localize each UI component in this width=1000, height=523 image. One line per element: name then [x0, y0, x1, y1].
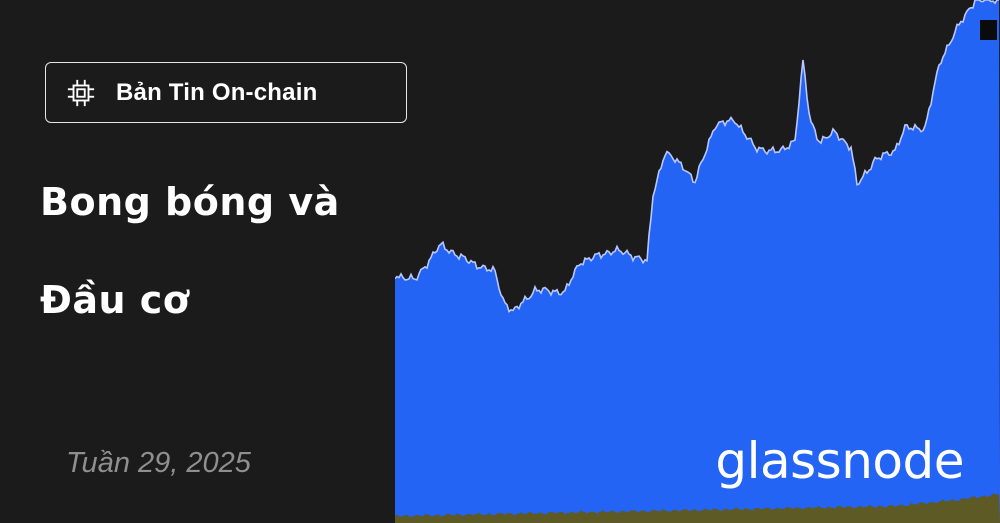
badge-label: Bản Tin On-chain [116, 78, 318, 106]
corner-mark [980, 20, 997, 40]
title-line-2: Đầu cơ [40, 278, 190, 322]
newsletter-badge: Bản Tin On-chain [45, 62, 407, 123]
glassnode-logo: glassnode [715, 432, 964, 490]
issue-date: Tuần 29, 2025 [66, 447, 251, 479]
left-panel: Bản Tin On-chain Bong bóng và Đầu cơ Tuầ… [0, 0, 407, 523]
title-line-1: Bong bóng và [40, 180, 340, 224]
decorative-stacked-area-chart [395, 0, 1000, 523]
blue-area [395, 0, 1000, 523]
blue-area-edge [395, 0, 999, 314]
olive-area [395, 493, 1000, 523]
chip-icon [67, 79, 95, 106]
